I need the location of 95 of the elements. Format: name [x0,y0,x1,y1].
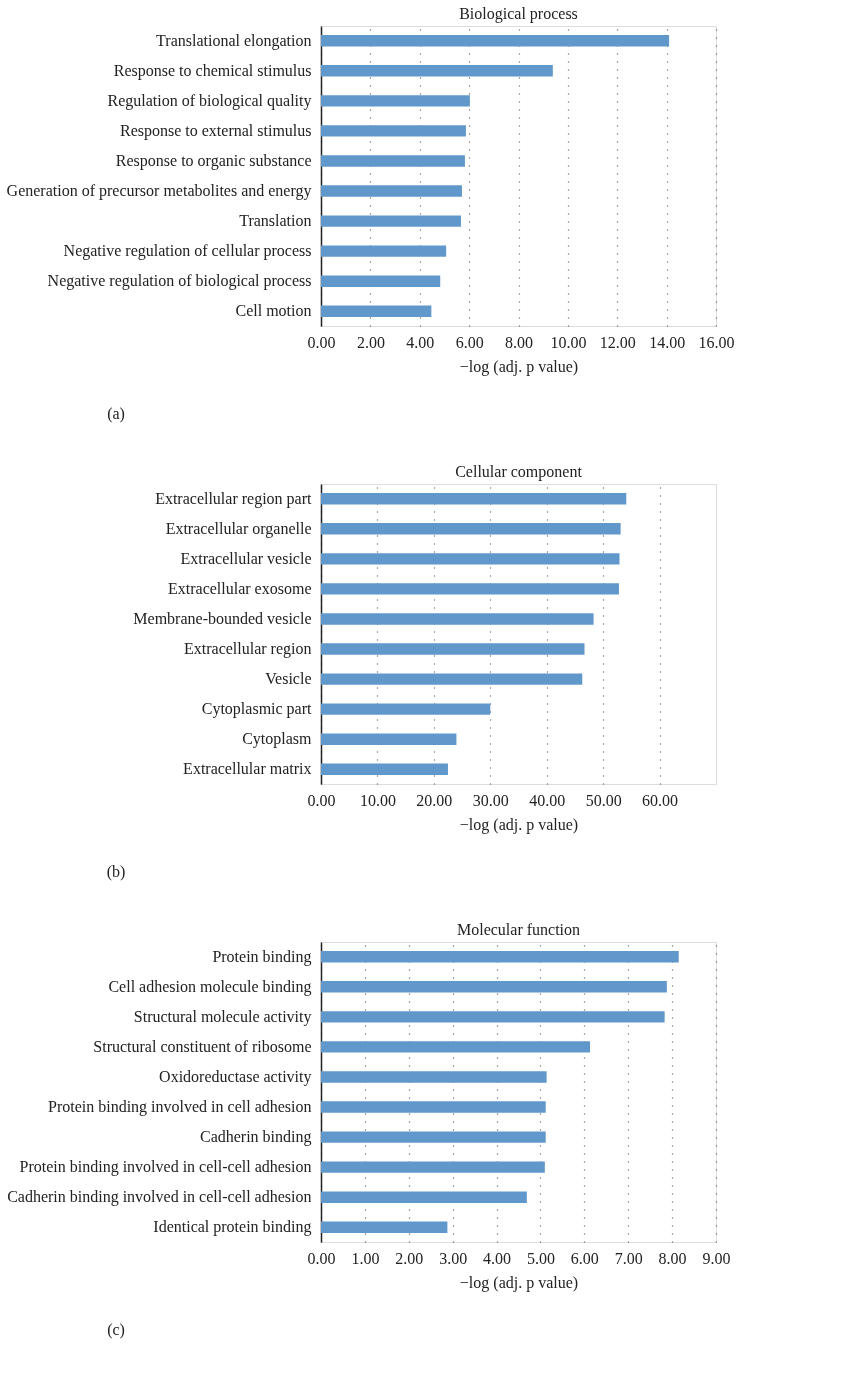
x-tick-label: 2.00 [395,1249,424,1267]
bar [321,305,432,317]
bar [321,493,627,505]
y-tick-label: Structural constituent of ribosome [93,1037,312,1055]
bar [321,981,667,993]
x-tick-label: 2.00 [356,333,385,351]
y-tick-label: Generation of precursor metabolites and energy [6,182,312,201]
bar [321,95,470,107]
x-axis-title: −log (adj. p value) [459,357,579,376]
y-tick-label: Extracellular vesicle [180,549,312,567]
bar [321,733,457,745]
y-tick-label: Identical protein binding [153,1218,312,1237]
bar [321,275,441,287]
y-tick-label: Extracellular region part [155,489,313,508]
bar [321,1161,545,1173]
bar [321,613,594,625]
bar [321,245,447,257]
y-tick-label: Protein binding [212,947,312,966]
y-tick-label: Response to chemical stimulus [113,61,312,80]
x-tick-label: 6.00 [455,333,484,351]
bar [321,185,462,197]
y-tick-label: Structural molecule activity [133,1007,312,1026]
bar [321,155,465,167]
bar [321,583,619,595]
bar [321,1011,665,1023]
y-tick-label: Protein binding involved in cell-cell adhesion [19,1158,312,1177]
y-tick-label: Response to organic substance [115,151,312,170]
bar [321,1071,547,1083]
y-tick-label: Negative regulation of cellular process [63,242,312,261]
bar [321,215,461,227]
y-tick-label: Extracellular region [184,640,312,659]
bar [321,763,448,775]
text: (a) [107,405,125,423]
y-tick-label: Extracellular organelle [165,519,312,538]
x-axis-title: −log (adj. p value) [459,1273,579,1292]
x-tick-label: 1.00 [351,1249,380,1267]
bar [321,673,583,685]
x-tick-label: 0.00 [307,791,336,809]
y-tick-label: Vesicle [265,670,312,688]
bar [321,553,620,565]
chart-title: Cellular component [455,463,583,481]
x-tick-label: 0.00 [307,333,336,351]
y-tick-label: Protein binding involved in cell adhesion [47,1098,312,1117]
y-tick-label: Membrane-bounded vesicle [133,609,312,627]
x-tick-label: 20.00 [416,791,453,809]
x-tick-label: 14.00 [649,333,686,351]
y-tick-label: Extracellular exosome [168,579,312,597]
x-tick-label: 0.00 [307,1249,336,1267]
x-tick-label: 4.00 [406,333,435,351]
x-tick-label: 30.00 [472,791,509,809]
chart-title: Biological process [459,5,578,23]
y-tick-label: Cadherin binding [199,1128,312,1147]
bar [321,1041,591,1053]
bar [321,1101,546,1113]
bar [321,951,679,963]
y-tick-label: Translational elongation [156,31,312,50]
x-tick-label: 40.00 [529,791,566,809]
chart-title: Molecular function [456,921,581,938]
x-tick-label: 6.00 [570,1249,599,1267]
y-tick-label: Cadherin binding involved in cell-cell adhesion [7,1188,312,1207]
bar [321,1221,448,1233]
x-tick-label: 50.00 [585,791,622,809]
x-tick-label: 16.00 [698,333,735,351]
x-tick-label: 8.00 [658,1249,687,1267]
y-tick-label: Cytoplasmic part [201,700,313,719]
y-tick-label: Response to external stimulus [119,121,312,140]
y-tick-label: Negative regulation of biological process [47,272,312,291]
x-tick-label: 12.00 [599,333,636,351]
y-tick-label: Cell adhesion molecule binding [108,977,312,996]
text: (b) [106,863,126,881]
bar [321,35,670,47]
y-tick-label: Translation [239,212,312,230]
x-tick-label: 9.00 [702,1249,731,1267]
x-tick-label: 10.00 [550,333,587,351]
x-tick-label: 8.00 [505,333,533,351]
y-tick-label: Regulation of biological quality [107,91,312,110]
y-tick-label: Oxidoreductase activity [159,1067,312,1086]
x-tick-label: 5.00 [526,1249,555,1267]
y-tick-label: Cell motion [235,302,312,320]
bar [321,1191,527,1203]
x-tick-label: 4.00 [483,1249,512,1267]
bar [321,523,621,535]
x-tick-label: 7.00 [614,1249,643,1267]
y-tick-label: Cytoplasm [242,730,313,749]
bar [321,65,553,77]
x-tick-label: 3.00 [439,1249,468,1267]
bar [321,703,491,715]
x-tick-label: 60.00 [642,791,679,809]
bar [321,1131,546,1143]
x-axis-title: −log (adj. p value) [459,815,579,834]
bar [321,643,585,655]
text: (c) [107,1321,125,1339]
bar [321,125,466,137]
x-tick-label: 10.00 [359,791,396,809]
y-tick-label: Extracellular matrix [183,760,312,778]
